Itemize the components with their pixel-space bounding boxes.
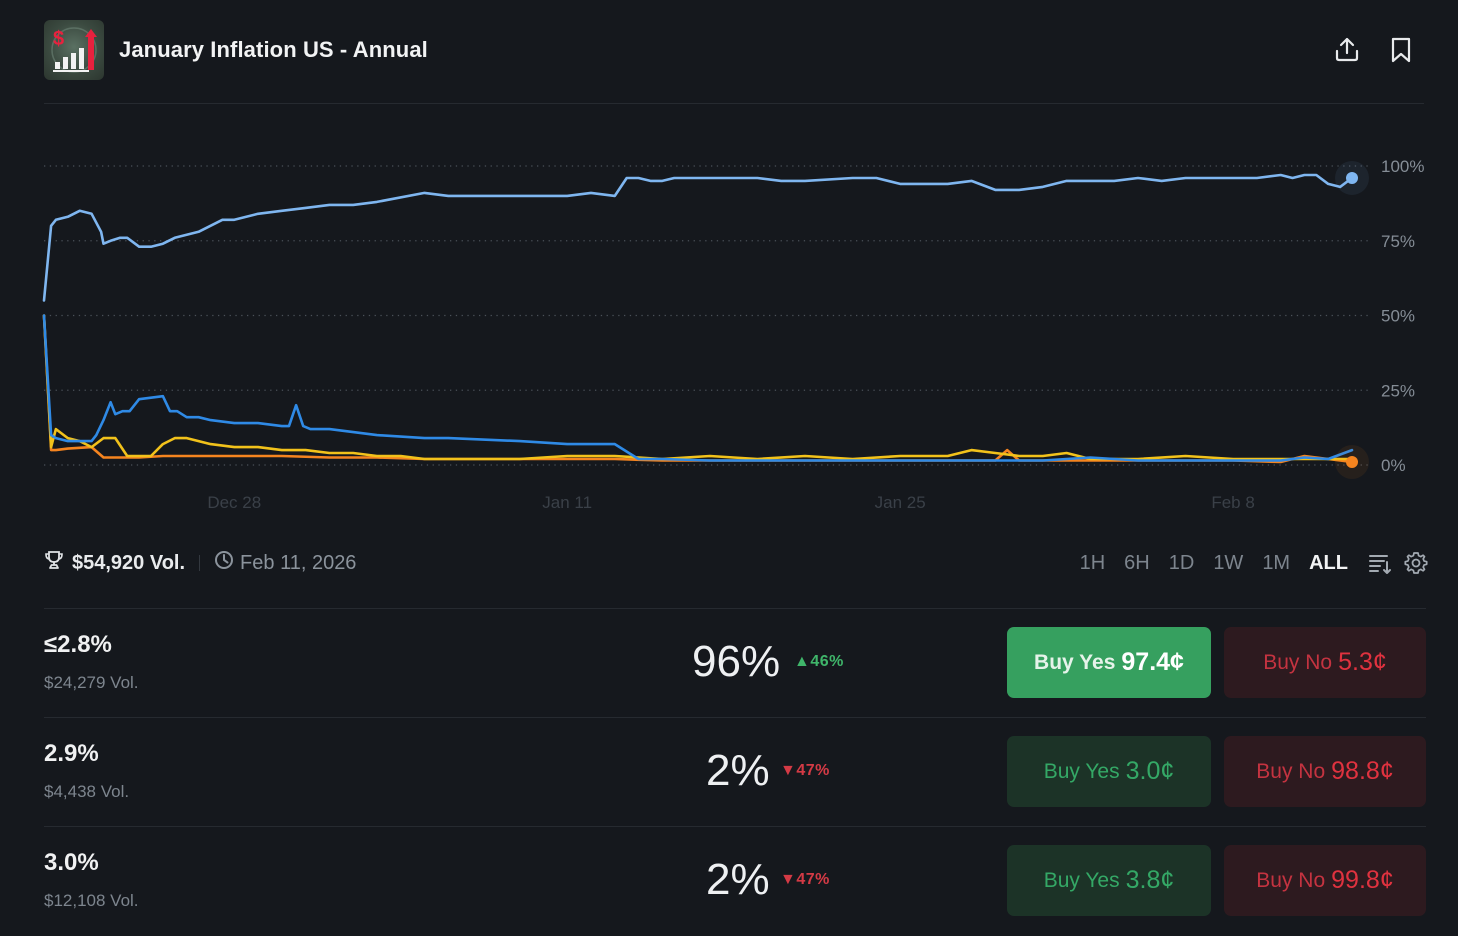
range-1w[interactable]: 1W (1213, 552, 1243, 575)
buy-yes-label: Buy Yes (1044, 869, 1120, 893)
x-tick-label: Jan 25 (875, 493, 926, 512)
buy-no-price: 99.8¢ (1331, 866, 1394, 895)
range-1m[interactable]: 1M (1262, 552, 1290, 575)
series-line (44, 175, 1352, 301)
range-6h[interactable]: 6H (1124, 552, 1150, 575)
gear-icon[interactable] (1404, 551, 1428, 575)
clock-icon (214, 550, 234, 576)
market-stats: $54,920 Vol. Feb 11, 2026 (44, 548, 356, 578)
outcome-change: ▼47% (780, 871, 830, 889)
outcome-row: ≤2.8% $24,279 Vol. 96% ▲46% Buy Yes 97.4¢… (44, 608, 1426, 718)
y-tick-label: 25% (1381, 381, 1415, 400)
trophy-icon (44, 550, 64, 576)
buy-no-label: Buy No (1256, 760, 1325, 784)
range-all[interactable]: ALL (1309, 552, 1348, 575)
total-volume: $54,920 Vol. (72, 552, 185, 575)
market-header: $ January Inflation US - Annual (44, 20, 1424, 80)
stats-separator (199, 555, 200, 571)
x-tick-label: Dec 28 (207, 493, 261, 512)
svg-text:$: $ (53, 28, 64, 50)
logo-graphic: $ (44, 20, 104, 80)
outcome-change: ▲46% (794, 653, 844, 671)
probability-chart[interactable]: 100% 75% 50% 25% 0% Dec 28 Jan 11 Jan 25 Feb 8 (0, 110, 1458, 530)
buy-yes-label: Buy Yes (1044, 760, 1120, 784)
buy-yes-button[interactable]: Buy Yes 3.0¢ (1007, 736, 1211, 807)
end-marker (1346, 172, 1358, 184)
change-value: 47% (796, 762, 830, 779)
end-date: Feb 11, 2026 (240, 552, 356, 575)
y-tick-label: 75% (1381, 232, 1415, 251)
sort-list-icon[interactable] (1368, 551, 1392, 575)
outcome-row: 2.9% $4,438 Vol. 2% ▼47% Buy Yes 3.0¢ Buy… (44, 717, 1426, 827)
arrow-up-icon: ▲ (794, 653, 810, 670)
buy-no-button[interactable]: Buy No 98.8¢ (1224, 736, 1426, 807)
change-value: 46% (810, 653, 844, 670)
y-tick-label: 50% (1381, 307, 1415, 326)
buy-yes-price: 3.8¢ (1126, 866, 1175, 895)
outcome-volume: $24,279 Vol. (44, 673, 139, 693)
outcome-label: 2.9% (44, 740, 99, 768)
y-tick-label: 100% (1381, 157, 1424, 176)
arrow-down-icon: ▼ (780, 762, 796, 779)
outcome-chance: 2% (706, 746, 770, 796)
range-1h[interactable]: 1H (1080, 552, 1106, 575)
buy-no-label: Buy No (1263, 651, 1332, 675)
change-value: 47% (796, 871, 830, 888)
buy-yes-price: 3.0¢ (1126, 757, 1175, 786)
buy-yes-price: 97.4¢ (1121, 648, 1184, 677)
outcome-volume: $12,108 Vol. (44, 891, 139, 911)
outcome-volume: $4,438 Vol. (44, 782, 129, 802)
buy-yes-button[interactable]: Buy Yes 97.4¢ (1007, 627, 1211, 698)
buy-no-button[interactable]: Buy No 5.3¢ (1224, 627, 1426, 698)
x-tick-label: Feb 8 (1211, 493, 1254, 512)
range-1d[interactable]: 1D (1169, 552, 1195, 575)
buy-no-price: 5.3¢ (1338, 648, 1387, 677)
inflation-chart-logo: $ (44, 20, 104, 80)
outcome-label: ≤2.8% (44, 631, 112, 659)
end-marker (1346, 456, 1358, 468)
buy-no-button[interactable]: Buy No 99.8¢ (1224, 845, 1426, 916)
outcome-chance: 96% (692, 637, 780, 687)
outcome-row: 3.0% $12,108 Vol. 2% ▼47% Buy Yes 3.8¢ Bu… (44, 826, 1426, 936)
outcome-label: 3.0% (44, 849, 99, 877)
series-line (44, 316, 1352, 460)
header-divider (44, 103, 1424, 104)
outcome-chance: 2% (706, 855, 770, 905)
share-upload-icon[interactable] (1334, 36, 1360, 69)
buy-yes-button[interactable]: Buy Yes 3.8¢ (1007, 845, 1211, 916)
buy-yes-label: Buy Yes (1034, 651, 1115, 675)
buy-no-price: 98.8¢ (1331, 757, 1394, 786)
time-range-selector: 1H 6H 1D 1W 1M ALL (1061, 548, 1428, 578)
market-title: January Inflation US - Annual (119, 37, 428, 63)
outcome-change: ▼47% (780, 762, 830, 780)
buy-no-label: Buy No (1256, 869, 1325, 893)
series-line (44, 316, 1352, 461)
y-tick-label: 0% (1381, 456, 1406, 475)
x-tick-label: Jan 11 (542, 493, 592, 512)
bookmark-icon[interactable] (1388, 36, 1414, 69)
arrow-down-icon: ▼ (780, 871, 796, 888)
series-line (44, 316, 1352, 463)
